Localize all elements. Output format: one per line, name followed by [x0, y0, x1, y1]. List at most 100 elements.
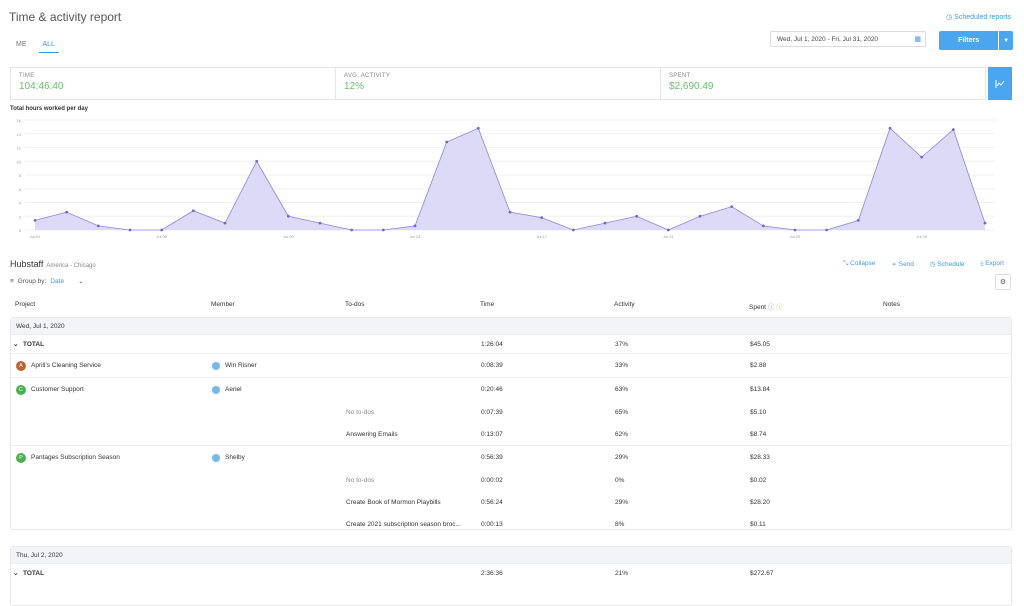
time-cell: 0:13:07	[481, 430, 503, 438]
table-row[interactable]: P Pantages Subscription Season Shelby 0:56:…	[11, 445, 1011, 469]
y-tick-label: 16	[17, 118, 22, 123]
total-row[interactable]: ⌄ TOTAL 1:26:04 37% $45.05	[11, 334, 1011, 353]
report-actions: ⤡ Collapse ➢ Send ◷ Schedule ⤓ Export	[843, 260, 1004, 268]
col-time: Time	[480, 301, 495, 308]
total-time: 1:26:04	[481, 340, 503, 348]
data-point	[856, 218, 860, 222]
y-tick-label: 0	[19, 228, 22, 233]
data-point	[761, 224, 765, 228]
y-tick-label: 8	[19, 173, 22, 178]
stat-value: $2,690.49	[669, 81, 714, 92]
data-point	[508, 210, 512, 214]
spent-cell: $0.11	[750, 520, 766, 528]
time-cell: 0:00:13	[481, 520, 503, 528]
chevron-down-icon[interactable]: ▼	[998, 31, 1013, 50]
warning-icon[interactable]: ⓘ	[776, 304, 783, 311]
chevron-down-icon: ⌄	[78, 278, 84, 285]
stats-bar: TIME 104:46:40 AVG. ACTIVITY 12% SPENT $…	[10, 67, 986, 100]
time-cell: 0:07:39	[481, 408, 503, 416]
info-icon[interactable]: ⓘ	[767, 304, 775, 311]
chart-toggle-button[interactable]	[988, 67, 1012, 100]
stat-label: TIME	[19, 73, 35, 79]
send-button[interactable]: ➢ Send	[891, 260, 913, 268]
member-name: Win Risner	[225, 362, 257, 369]
activity-cell: 29%	[615, 454, 629, 461]
chevron-down-icon[interactable]: ⌄	[13, 570, 19, 577]
total-activity: 37%	[615, 340, 629, 348]
group-by-label: Group by:	[17, 277, 47, 285]
data-point	[476, 126, 480, 130]
project-name: Customer Support	[31, 386, 84, 393]
data-point	[825, 228, 829, 232]
spent-cell: $2.88	[750, 362, 767, 369]
total-label: TOTAL	[23, 340, 45, 348]
activity-cell: 65%	[615, 408, 629, 416]
activity-cell: 29%	[615, 498, 629, 506]
stat-activity: AVG. ACTIVITY 12%	[336, 68, 661, 99]
project-avatar: C	[16, 384, 26, 395]
settings-gear-icon[interactable]: ⚙	[995, 274, 1011, 290]
table-row[interactable]: No to-dos 0:07:39 65% $5.10	[11, 401, 1011, 423]
col-project: Project	[15, 301, 36, 308]
collapse-button[interactable]: ⤡ Collapse	[843, 260, 875, 268]
tab-all[interactable]: ALL	[38, 41, 59, 53]
data-point	[350, 228, 354, 232]
chevron-down-icon[interactable]: ⌄	[13, 341, 19, 348]
data-point	[888, 126, 892, 130]
spent-cell: $0.02	[750, 476, 767, 484]
spent-cell: $28.20	[750, 498, 770, 506]
member-name: Aeriel	[225, 386, 242, 393]
table-row[interactable]: Create Book of Mormon Playbills 0:56:24 29…	[11, 491, 1011, 513]
scheduled-reports-label: Scheduled reports	[954, 13, 1011, 21]
col-spent: Spent ⓘ ⓘ	[749, 301, 783, 311]
clock-icon: ◷	[946, 14, 953, 21]
date-range-picker[interactable]: Wed, Jul 1, 2020 - Fri, Jul 31, 2020 ▦	[770, 31, 926, 47]
table-row[interactable]: No to-dos 0:00:02 0% $0.02	[11, 469, 1011, 491]
rows-container: A Aprill's Cleaning Service Win Risner 0:08…	[11, 353, 1011, 535]
stat-value: 104:46:40	[19, 81, 64, 92]
table-row[interactable]: C Customer Support Aeriel 0:20:46 63% $13.84	[11, 377, 1011, 401]
table-row[interactable]: Create 2021 subscription season broc... 0…	[11, 513, 1011, 535]
project-avatar: A	[16, 360, 26, 371]
y-tick-label: 14	[17, 132, 22, 137]
tab-me[interactable]: ME	[16, 41, 27, 48]
schedule-button[interactable]: ◷ Schedule	[930, 260, 965, 268]
col-member: Member	[211, 301, 235, 308]
date-range-value: Wed, Jul 1, 2020 - Fri, Jul 31, 2020	[777, 35, 879, 43]
data-point	[983, 221, 987, 225]
stat-label: SPENT	[669, 73, 691, 79]
col-todos: To-dos	[345, 301, 365, 308]
spent-cell: $28.33	[750, 454, 770, 461]
export-label: Export	[985, 260, 1004, 267]
data-point	[223, 221, 227, 225]
activity-cell: 63%	[615, 386, 629, 393]
todo-cell: No to-dos	[346, 476, 375, 484]
data-point	[128, 228, 132, 232]
date-group: Thu, Jul 2, 2020 ⌄ TOTAL 2:36:36 21% $27…	[10, 546, 1012, 606]
stat-time: TIME 104:46:40	[11, 68, 336, 99]
table-row[interactable]: A Aprill's Cleaning Service Win Risner 0:08…	[11, 353, 1011, 377]
table-row[interactable]: Answering Emails 0:13:07 62% $8.74	[11, 423, 1011, 445]
tab-bar: ME ALL	[16, 41, 59, 53]
y-tick-label: 4	[19, 201, 22, 206]
schedule-label: Schedule	[937, 261, 965, 268]
line-chart-icon	[995, 79, 1005, 88]
y-tick-label: 12	[17, 146, 22, 151]
total-activity: 21%	[615, 569, 629, 577]
spent-cell: $8.74	[750, 430, 767, 438]
scheduled-reports-link[interactable]: ◷ Scheduled reports	[946, 13, 1011, 22]
org-heading: Hubstaff America - Chicago	[10, 259, 96, 269]
filters-label: Filters	[958, 37, 980, 44]
data-point	[951, 128, 955, 132]
total-label: TOTAL	[23, 569, 45, 577]
total-row[interactable]: ⌄ TOTAL 2:36:36 21% $272.67	[11, 563, 1011, 582]
project-cell: C Customer Support	[16, 378, 84, 401]
export-button[interactable]: ⤓ Export	[981, 260, 1004, 268]
total-spent: $272.67	[750, 569, 774, 577]
group-by-selector[interactable]: ≡ Group by: Date ⌄	[10, 277, 84, 286]
data-point	[445, 140, 449, 144]
user-icon	[212, 453, 220, 462]
data-point	[286, 214, 290, 218]
filters-button[interactable]: Filters ▼	[939, 31, 1013, 50]
x-tick-label: Jul 05	[156, 234, 167, 239]
